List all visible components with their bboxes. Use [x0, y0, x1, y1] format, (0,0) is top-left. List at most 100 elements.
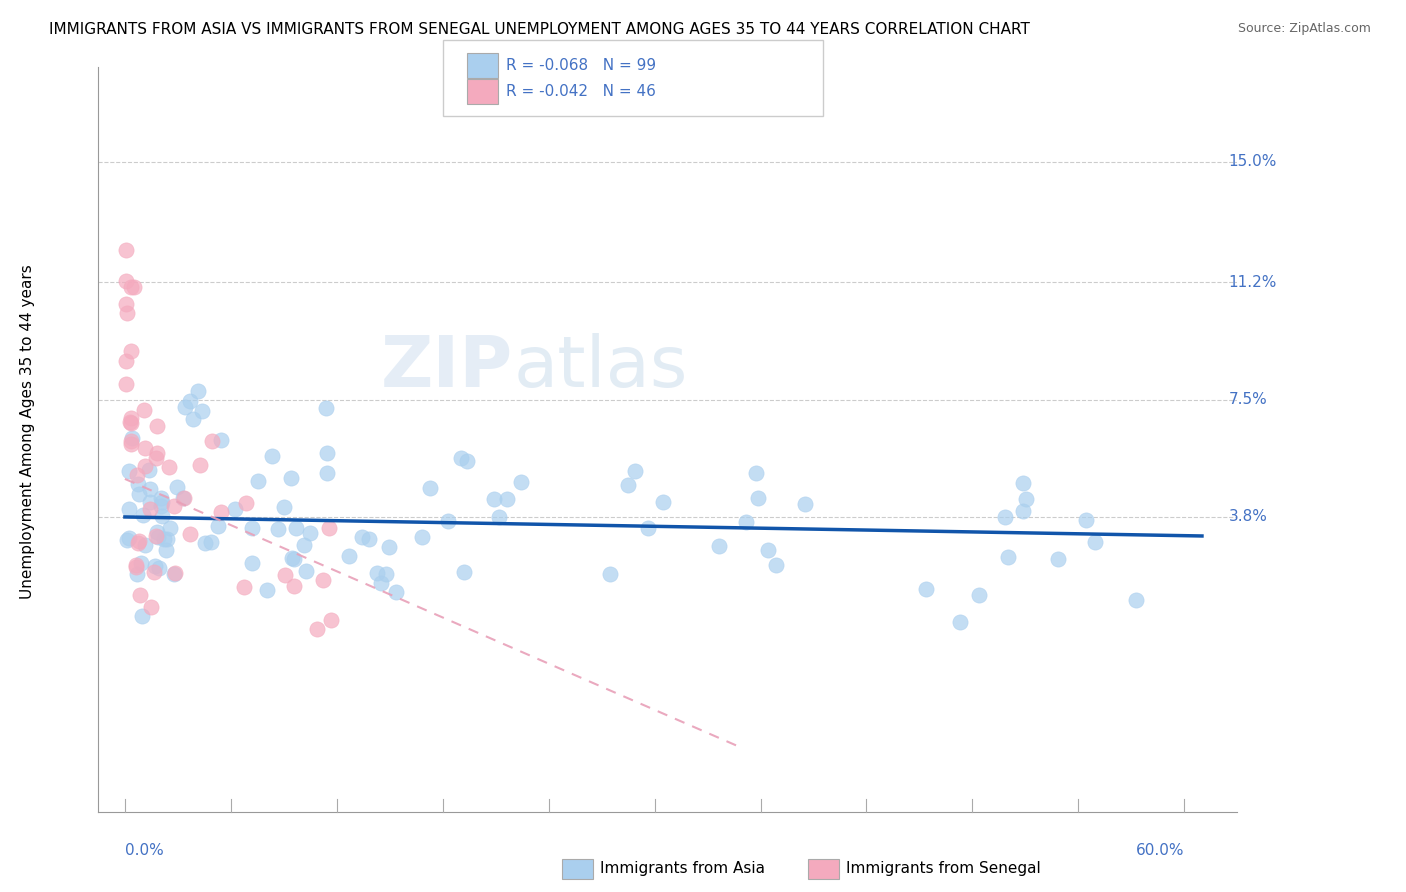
Point [370, 575, 392, 590]
Point [143, 565, 166, 579]
Point [122, 280, 145, 294]
Point [437, 515, 460, 529]
Point [224, 501, 246, 516]
Point [179, 527, 201, 541]
Point [994, 509, 1017, 524]
Point [131, 556, 153, 570]
Point [146, 524, 169, 539]
Point [191, 404, 214, 418]
Point [262, 449, 284, 463]
Point [179, 394, 201, 409]
Text: 60.0%: 60.0% [1136, 844, 1184, 858]
Point [118, 464, 141, 478]
Point [138, 494, 160, 508]
Point [949, 615, 972, 629]
Point [915, 582, 938, 596]
Point [145, 419, 167, 434]
Point [997, 550, 1019, 565]
Point [1047, 551, 1070, 566]
Point [139, 600, 162, 615]
Point [292, 538, 315, 552]
Point [194, 536, 217, 550]
Point [637, 521, 659, 535]
Point [139, 501, 162, 516]
Point [131, 608, 153, 623]
Point [125, 468, 148, 483]
Point [315, 401, 337, 415]
Point [273, 500, 295, 514]
Point [756, 543, 779, 558]
Point [115, 306, 138, 320]
Point [120, 280, 142, 294]
Point [1011, 503, 1033, 517]
Text: ZIP: ZIP [381, 334, 513, 402]
Point [281, 550, 304, 565]
Point [235, 496, 257, 510]
Point [378, 540, 401, 554]
Point [127, 535, 149, 549]
Point [967, 588, 990, 602]
Point [121, 431, 143, 445]
Point [456, 454, 478, 468]
Text: 3.8%: 3.8% [1229, 509, 1267, 524]
Point [132, 402, 155, 417]
Point [209, 505, 232, 519]
Point [283, 579, 305, 593]
Point [315, 446, 337, 460]
Point [163, 566, 186, 581]
Text: Source: ZipAtlas.com: Source: ZipAtlas.com [1237, 22, 1371, 36]
Point [1074, 513, 1097, 527]
Point [793, 497, 815, 511]
Point [145, 451, 167, 466]
Point [299, 525, 322, 540]
Text: Immigrants from Senegal: Immigrants from Senegal [846, 862, 1042, 876]
Point [240, 520, 263, 534]
Point [145, 529, 167, 543]
Text: atlas: atlas [513, 334, 688, 402]
Point [134, 538, 156, 552]
Point [181, 412, 204, 426]
Point [747, 491, 769, 506]
Point [120, 416, 142, 430]
Point [120, 411, 142, 425]
Point [187, 384, 209, 398]
Point [127, 477, 149, 491]
Point [318, 521, 340, 535]
Point [709, 539, 731, 553]
Point [190, 458, 212, 472]
Point [115, 533, 138, 547]
Point [1125, 593, 1147, 607]
Point [128, 533, 150, 548]
Point [267, 522, 290, 536]
Point [273, 568, 295, 582]
Point [1015, 491, 1038, 506]
Point [146, 446, 169, 460]
Point [247, 474, 270, 488]
Point [419, 481, 441, 495]
Point [125, 558, 148, 572]
Point [312, 573, 335, 587]
Point [316, 466, 339, 480]
Point [283, 552, 305, 566]
Point [120, 437, 142, 451]
Point [384, 585, 406, 599]
Point [510, 475, 533, 490]
Text: Immigrants from Asia: Immigrants from Asia [600, 862, 765, 876]
Point [114, 243, 136, 257]
Point [374, 567, 396, 582]
Text: 11.2%: 11.2% [1229, 275, 1277, 290]
Point [128, 588, 150, 602]
Point [453, 565, 475, 579]
Point [207, 518, 229, 533]
Text: R = -0.042   N = 46: R = -0.042 N = 46 [506, 85, 657, 99]
Point [174, 400, 197, 414]
Point [117, 501, 139, 516]
Point [125, 560, 148, 574]
Text: IMMIGRANTS FROM ASIA VS IMMIGRANTS FROM SENEGAL UNEMPLOYMENT AMONG AGES 35 TO 44: IMMIGRANTS FROM ASIA VS IMMIGRANTS FROM … [49, 22, 1031, 37]
Point [284, 520, 307, 534]
Point [172, 491, 194, 505]
Point [350, 530, 373, 544]
Point [162, 566, 184, 581]
Point [482, 492, 505, 507]
Point [488, 509, 510, 524]
